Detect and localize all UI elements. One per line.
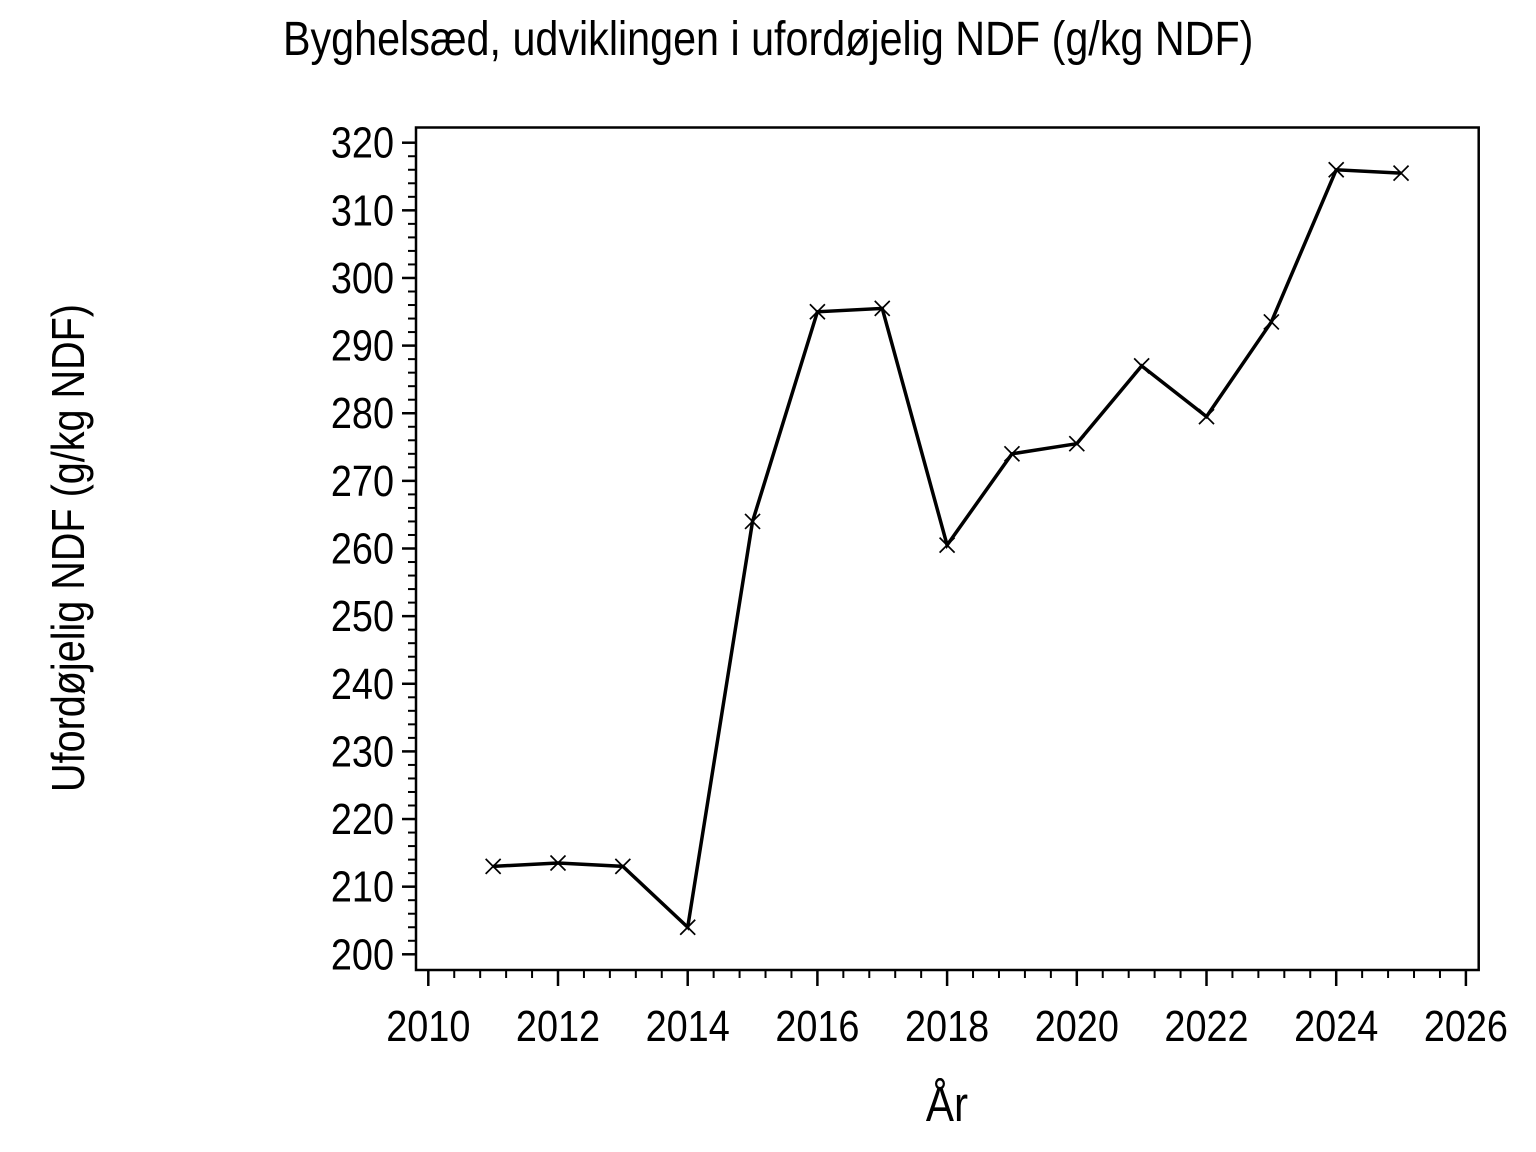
data-marker: [549, 854, 567, 872]
data-marker: [1068, 435, 1085, 452]
x-axis-label: År: [923, 1077, 972, 1133]
y-axis-label: Ufordøjelig NDF (g/kg NDF): [41, 264, 95, 831]
chart-title: Byghelsæd, udviklingen i ufordøjelig NDF…: [0, 12, 1536, 67]
y-tick-label: 290: [331, 321, 394, 370]
y-tick-label: 300: [331, 253, 394, 302]
x-tick-label: 2010: [386, 1001, 470, 1050]
x-tick-label: 2024: [1294, 1001, 1378, 1050]
y-tick-label: 220: [331, 794, 394, 843]
data-marker: [1263, 313, 1280, 331]
y-tick-label: 260: [331, 524, 394, 573]
data-marker: [1003, 445, 1021, 462]
data-marker: [1392, 165, 1410, 182]
y-tick-label: 270: [331, 456, 394, 505]
data-marker: [485, 858, 502, 875]
y-axis-label-text: Ufordøjelig NDF (g/kg NDF): [42, 304, 94, 792]
x-tick-label: 2014: [646, 1001, 730, 1050]
data-marker: [614, 858, 631, 875]
x-tick-label: 2018: [905, 1001, 989, 1050]
y-tick-label: 250: [331, 591, 394, 640]
data-marker: [1133, 357, 1150, 374]
data-line: [493, 167, 1402, 931]
data-marker: [809, 303, 826, 320]
y-tick-label: 230: [331, 727, 394, 776]
y-tick-label: 280: [331, 389, 394, 438]
x-tick-label: 2012: [516, 1001, 600, 1050]
x-axis-label-text: År: [925, 1078, 969, 1132]
y-tick-label: 200: [331, 930, 394, 979]
y-tick-label: 240: [331, 659, 394, 708]
data-marker: [1198, 408, 1215, 425]
y-tick-label: 320: [331, 118, 394, 167]
x-tick-label: 2020: [1035, 1001, 1119, 1050]
chart-title-text: Byghelsæd, udviklingen i ufordøjelig NDF…: [282, 13, 1254, 66]
x-tick-label: 2022: [1164, 1001, 1248, 1050]
data-marker: [1328, 161, 1345, 178]
x-tick-label: 2026: [1424, 1001, 1508, 1050]
y-tick-label: 210: [331, 862, 394, 911]
plot-frame: [414, 126, 1480, 972]
data-marker: [744, 513, 761, 530]
data-marker: [679, 919, 696, 936]
data-marker: [874, 300, 891, 317]
data-marker: [938, 537, 956, 554]
x-tick-label: 2016: [775, 1001, 859, 1050]
y-tick-label: 310: [331, 186, 394, 235]
